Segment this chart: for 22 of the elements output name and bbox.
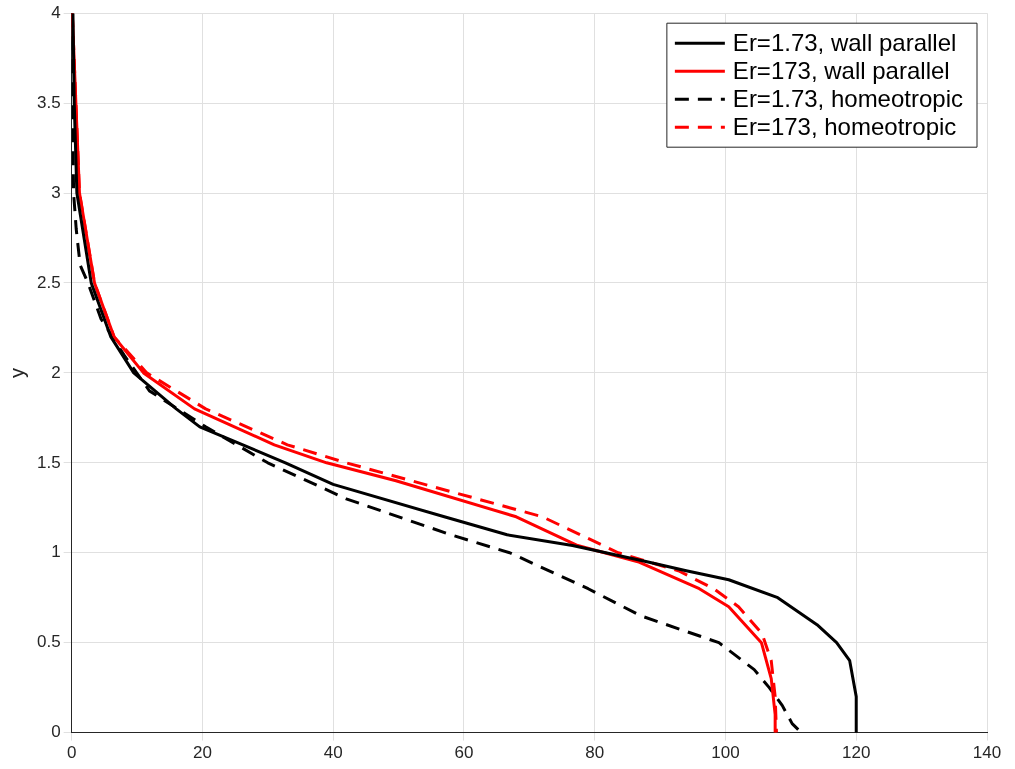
y-tick-label: 0.5 xyxy=(36,632,61,652)
x-tick-label: 80 xyxy=(585,743,605,763)
y-tick-label: 3.5 xyxy=(36,92,61,112)
x-tick-label: 20 xyxy=(192,743,212,763)
x-tick-label: 40 xyxy=(323,743,343,763)
x-tick-label: 100 xyxy=(711,743,740,763)
legend-label: Er=1.73, wall parallel xyxy=(732,28,957,56)
y-tick-label: 4 xyxy=(51,2,61,22)
y-tick-label: 1 xyxy=(51,542,61,562)
y-tick-label: 3 xyxy=(51,182,61,202)
x-tick-label: 0 xyxy=(66,743,77,763)
y-axis-title: y xyxy=(5,367,28,378)
y-tick-label: 1.5 xyxy=(36,452,61,472)
y-tick-label: 2.5 xyxy=(36,272,61,292)
x-tick-label: 60 xyxy=(454,743,474,763)
y-tick-label: 2 xyxy=(51,362,61,382)
legend-label: Er=173, wall parallel xyxy=(732,56,950,84)
legend-label: Er=173, homeotropic xyxy=(732,112,957,140)
y-tick-label: 0 xyxy=(51,722,61,742)
x-tick-label: 140 xyxy=(972,743,1002,763)
legend-label: Er=1.73, homeotropic xyxy=(732,84,964,112)
x-tick-label: 120 xyxy=(842,743,871,763)
